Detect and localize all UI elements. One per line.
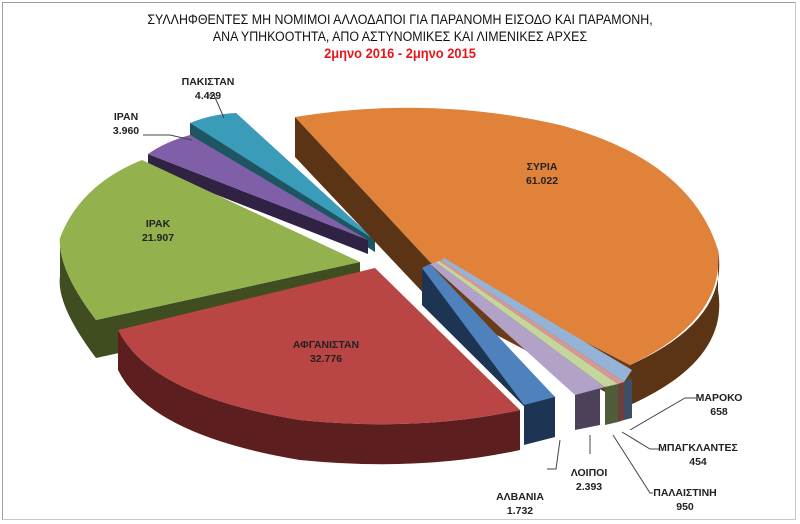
slice-others <box>430 262 605 430</box>
slice-iran <box>148 135 368 254</box>
slice-morocco <box>441 258 632 420</box>
leader-lines <box>143 94 696 494</box>
label-palestine: ΠΑΛΑΙΣΤΙΝΗ 950 <box>653 487 717 513</box>
label-albania: ΑΛΒΑΝΙΑ 1.732 <box>496 491 544 517</box>
chart-subtitle: 2μηνο 2016 - 2μηνο 2015 <box>324 45 476 61</box>
label-iraq: ΙΡΑΚ 21.907 <box>141 218 175 244</box>
title-line-2: ΑΝΑ ΥΠΗΚΟΟΤΗΤΑ, ΑΠΟ ΑΣΤΥΝΟΜΙΚΕΣ ΚΑΙ ΛΙΜΕ… <box>212 29 588 44</box>
label-bangladesh: ΜΠΑΓΚΛΑΝΤΕΣ 454 <box>658 442 738 468</box>
title-line-1: ΣΥΛΛΗΦΘΕΝΤΕΣ ΜΗ ΝΟΜΙΜΟΙ ΑΛΛΟΔΑΠΟΙ ΓΙΑ ΠΑ… <box>147 12 653 27</box>
chart-title: ΣΥΛΛΗΦΘΕΝΤΕΣ ΜΗ ΝΟΜΙΜΟΙ ΑΛΛΟΔΑΠΟΙ ΓΙΑ ΠΑ… <box>32 11 768 62</box>
slice-bangladesh <box>439 260 624 422</box>
label-morocco: ΜΑΡΟΚΟ 658 <box>695 392 743 418</box>
slice-afghanistan <box>118 268 520 465</box>
slice-albania <box>422 264 555 445</box>
label-pakistan: ΠΑΚΙΣΤΑΝ 4.429 <box>181 76 235 102</box>
label-afghanistan: ΑΦΓΑΝΙΣΤΑΝ 32.776 <box>292 339 360 365</box>
label-others: ΛΟΙΠΟΙ 2.393 <box>570 467 608 493</box>
slice-palestine <box>436 261 618 425</box>
label-iran: ΙΡΑΝ 3.960 <box>112 111 140 137</box>
label-syria: ΣΥΡΙΑ 61.022 <box>525 161 559 187</box>
